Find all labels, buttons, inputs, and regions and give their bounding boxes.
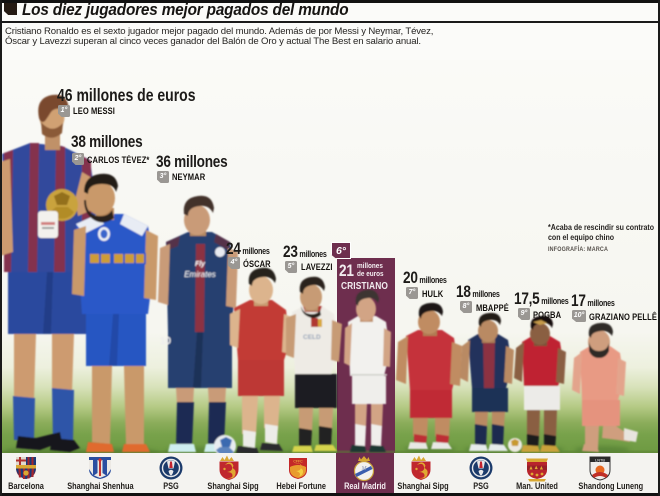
svg-text:LNTB: LNTB — [595, 458, 605, 462]
svg-text:CFFC: CFFC — [293, 460, 303, 464]
svg-text:10: 10 — [160, 336, 172, 347]
svg-text:CELD: CELD — [303, 334, 321, 341]
svg-text:Fly: Fly — [195, 261, 206, 268]
svg-text:M: M — [361, 466, 368, 472]
svg-text:Emirates: Emirates — [184, 270, 216, 279]
